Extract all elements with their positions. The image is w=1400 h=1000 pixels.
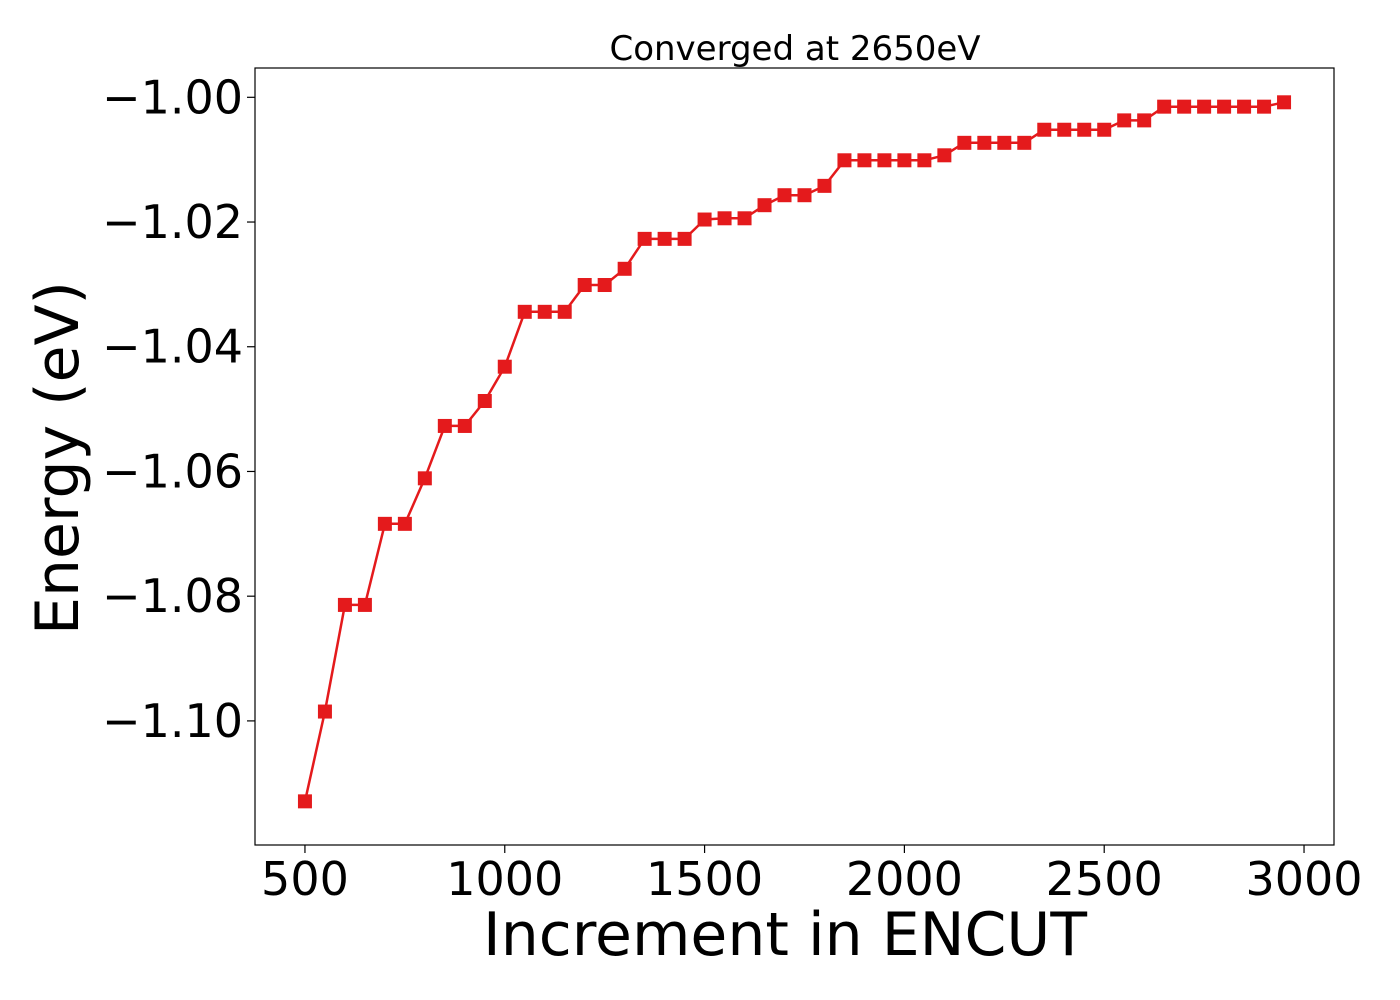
data-point-marker [637,231,652,246]
data-point-marker [957,135,972,150]
data-point-marker [577,278,592,293]
plot-frame [254,67,1335,846]
data-point-marker [1097,122,1112,137]
data-point-marker [1277,95,1292,110]
data-point-marker [477,394,492,408]
data-point-marker [1057,122,1072,137]
data-point-marker [917,153,932,168]
data-point-marker [397,516,412,531]
data-point-marker [697,212,712,227]
data-point-marker [417,471,432,486]
data-point-marker [717,211,732,226]
y-tick-label: −1.00 [102,70,243,124]
y-tick-label: −1.02 [102,195,243,249]
data-point-marker [357,597,372,612]
data-point-marker [457,418,472,433]
data-point-marker [517,304,532,319]
data-point-marker [1137,113,1152,128]
chart-title: Converged at 2650eV [609,29,980,69]
x-tick-label: 1500 [646,852,763,906]
data-point-marker [617,261,632,276]
data-point-marker [1177,99,1192,114]
y-axis: −1.10 −1.08 −1.06 −1.04 −1.02 −1.00 [102,70,255,748]
x-tick-label: 2000 [846,852,963,906]
data-point-marker [557,304,572,319]
data-point-marker [677,231,692,246]
data-point-marker [937,148,952,163]
data-point-marker [777,188,792,203]
x-tick-label: 500 [261,852,349,906]
data-point-marker [737,211,752,226]
x-tick-label: 1000 [446,852,563,906]
data-point-marker [1217,99,1232,114]
y-tick-label: −1.04 [102,320,243,374]
y-tick-label: −1.08 [102,569,243,623]
data-point-marker [757,198,772,213]
y-tick-label: −1.06 [102,444,243,498]
data-point-marker [897,153,912,168]
data-point-marker [1077,122,1092,137]
data-point-marker [537,304,552,319]
data-point-marker [597,278,612,293]
y-axis-title: Energy (eV) [23,281,93,635]
data-point-marker [997,135,1012,150]
data-point-marker [817,178,832,193]
data-point-marker [1017,135,1032,150]
data-point-marker [857,153,872,168]
x-axis-title: Increment in ENCUT [483,900,1087,970]
y-tick-label: −1.10 [102,694,243,748]
data-point-marker [297,794,312,809]
data-point-marker [1237,99,1252,114]
plot-area [297,95,1292,809]
data-point-marker [657,231,672,246]
x-tick-label: 3000 [1245,852,1362,906]
data-point-marker [1197,99,1212,114]
data-point-marker [377,516,392,531]
data-point-marker [497,359,512,374]
data-point-marker [1117,113,1132,128]
data-point-marker [1157,99,1172,114]
data-point-marker [437,418,452,433]
x-tick-label: 2500 [1046,852,1163,906]
x-axis: 500 1000 1500 2000 2500 3000 [261,845,1363,906]
data-point-marker [877,153,892,168]
data-point-marker [337,597,352,612]
data-point-marker [1037,122,1052,137]
data-point-marker [977,135,992,150]
data-point-marker [317,704,332,719]
data-point-marker [797,188,812,203]
data-point-marker [1257,99,1272,114]
data-point-marker [837,153,852,168]
